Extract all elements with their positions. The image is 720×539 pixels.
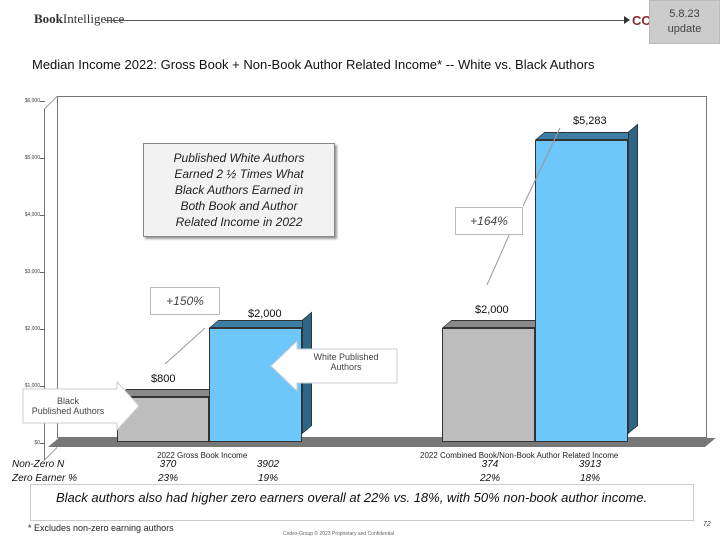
- callout-line: Black Authors Earned in: [174, 183, 304, 197]
- footnote: * Excludes non-zero earning authors: [28, 523, 174, 533]
- y-tick: $5,000: [24, 155, 40, 161]
- bar-white-gross-book: [209, 311, 312, 442]
- value-label: $2,000: [248, 308, 282, 320]
- table-cell: 19%: [257, 473, 278, 484]
- legend-line: White Published: [313, 352, 379, 362]
- update-date: 5.8.23: [669, 8, 700, 20]
- y-tick-mark: [40, 215, 45, 216]
- y-tick: $4,000: [24, 212, 40, 218]
- y-tick-mark: [40, 101, 45, 102]
- callout-line: Related Income in 2022: [175, 215, 303, 229]
- update-badge: 5.8.23 update: [649, 0, 720, 44]
- arrow-right-icon: [624, 16, 630, 24]
- table-cell: 3902: [256, 459, 280, 470]
- brand-logo: BookIntelligence: [34, 11, 125, 26]
- legend-line: Published Authors: [31, 406, 105, 416]
- y-tick-mark: [40, 329, 45, 330]
- main-callout: Published White Authors Earned 2 ½ Times…: [143, 143, 335, 237]
- callout-line: Published White Authors: [173, 151, 305, 165]
- y-tick-mark: [40, 443, 45, 444]
- value-label: $800: [151, 373, 176, 385]
- legend-white: White Published Authors: [298, 352, 394, 372]
- table-cell: 23%: [157, 473, 178, 484]
- y-tick: $3,000: [24, 269, 40, 275]
- y-tick: $0: [34, 440, 40, 446]
- slide-title: Median Income 2022: Gross Book + Non-Boo…: [32, 57, 595, 72]
- legend-black: Black Published Authors: [24, 396, 112, 416]
- legend-arrow-white-shape: [270, 340, 398, 392]
- page-number: 72: [703, 521, 711, 528]
- pct-callout-combined: +164%: [455, 207, 523, 235]
- legend-line: Authors: [330, 362, 362, 372]
- value-label: $5,283: [573, 115, 607, 127]
- table-cell: 22%: [479, 473, 500, 484]
- row-label-zero-earner: Zero Earner %: [12, 473, 78, 484]
- table-cell: 374: [481, 459, 499, 470]
- y-tick-mark: [40, 158, 45, 159]
- pct-callout-gross: +150%: [150, 287, 220, 315]
- summary-note: Black authors also had higher zero earne…: [30, 484, 694, 521]
- brand-suffix: CO: [632, 13, 652, 28]
- table-cell: 18%: [579, 473, 600, 484]
- table-cell: 3913: [578, 459, 602, 470]
- update-label: update: [667, 23, 702, 35]
- y-tick: $6,000: [24, 98, 40, 104]
- y-tick: $1,000: [24, 383, 40, 389]
- category-label: 2022 Gross Book Income: [157, 451, 248, 460]
- row-label-nonzero: Non-Zero N: [12, 459, 65, 470]
- value-label: $2,000: [475, 304, 509, 316]
- table-cell: 370: [159, 459, 177, 470]
- copyright: Codex-Group © 2023 Proprietary and Confi…: [283, 531, 394, 537]
- bar-white-combined: [535, 123, 638, 442]
- y-tick: $2,000: [24, 326, 40, 332]
- callout-line: Both Book and Author: [180, 199, 298, 213]
- y-tick-mark: [40, 386, 45, 387]
- y-tick-mark: [40, 272, 45, 273]
- bar-black-combined: [442, 320, 545, 442]
- callout-line: Earned 2 ½ Times What: [174, 167, 304, 181]
- legend-arrow-black-shape: [22, 381, 140, 431]
- header-rule: [105, 20, 627, 21]
- legend-line: Black: [56, 396, 79, 406]
- category-label: 2022 Combined Book/Non-Book Author Relat…: [420, 451, 619, 460]
